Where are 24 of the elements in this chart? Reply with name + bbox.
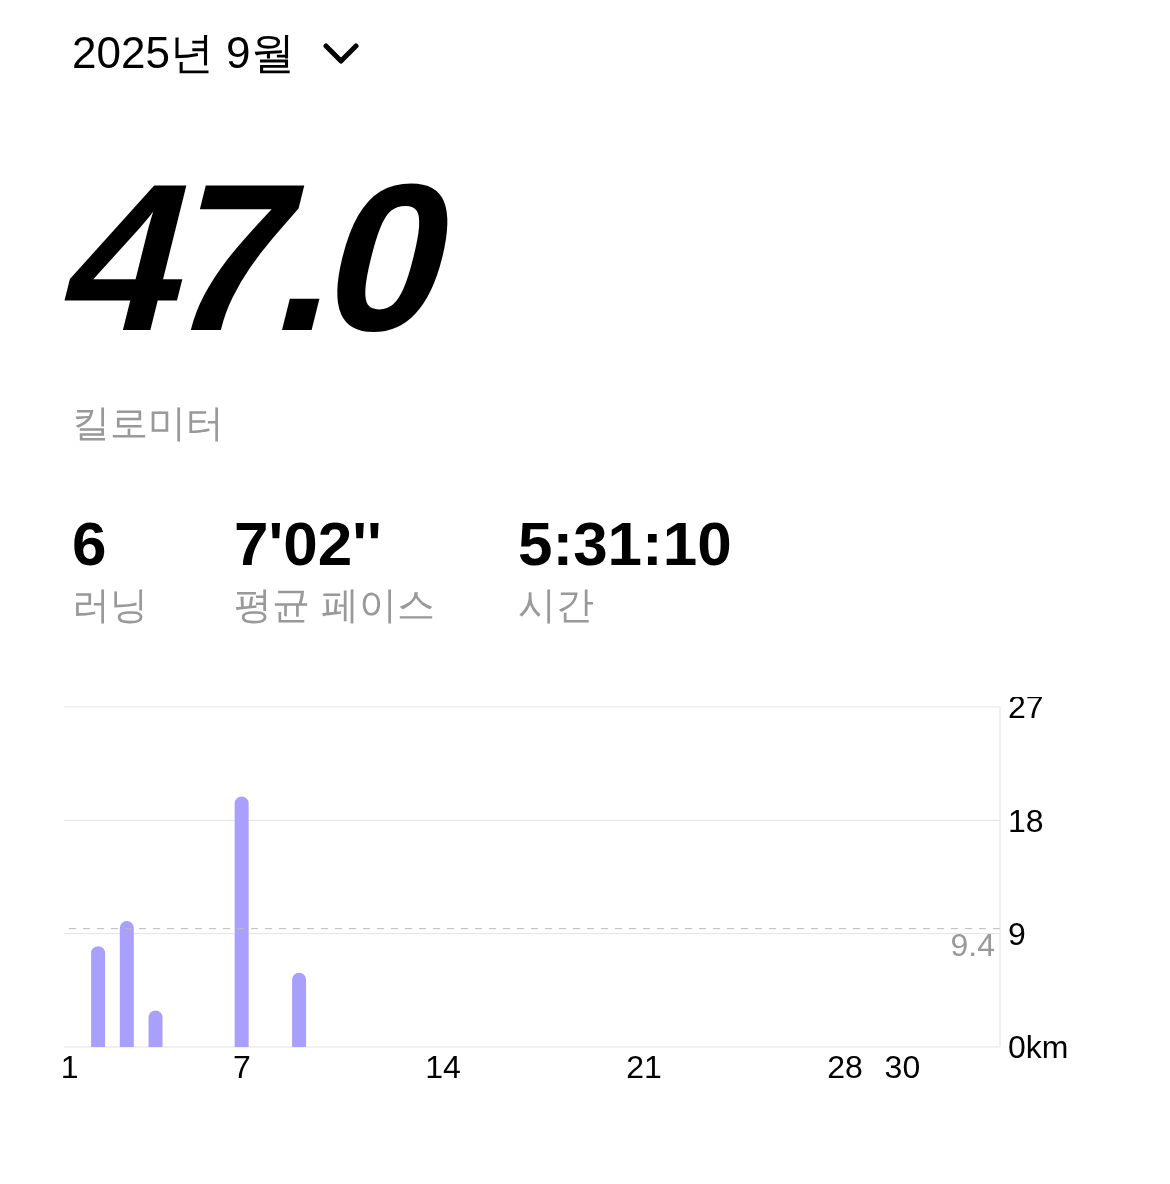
x-tick-label: 14 xyxy=(425,1048,461,1085)
x-tick-label: 1 xyxy=(60,1048,79,1085)
y-tick-label: 9 xyxy=(1008,916,1026,953)
x-tick-label: 30 xyxy=(884,1048,921,1085)
text: 7'02'' xyxy=(234,508,383,580)
x-tick-label: 7 xyxy=(233,1048,251,1085)
x-tick-label: 28 xyxy=(827,1048,863,1085)
x-tick-label: 21 xyxy=(626,1048,662,1085)
ref-line-label: 9.4 xyxy=(950,927,995,964)
text: 6 xyxy=(72,508,108,580)
bar xyxy=(119,921,134,1047)
y-tick-label: 18 xyxy=(1008,802,1044,839)
chart-title: 2025년 9월 xyxy=(72,27,295,79)
text: 러닝 xyxy=(72,583,148,628)
text: 킬로미터 xyxy=(72,401,224,446)
bar xyxy=(148,1010,163,1047)
text: 47.0 xyxy=(42,140,471,375)
bar xyxy=(91,946,106,1047)
text: 평균 페이스 xyxy=(234,583,435,628)
text: 5:31:10 xyxy=(518,508,732,580)
text: 시간 xyxy=(518,583,595,628)
y-tick-label: 0km xyxy=(1008,1029,1069,1066)
bar xyxy=(292,972,307,1047)
bar xyxy=(234,796,249,1047)
